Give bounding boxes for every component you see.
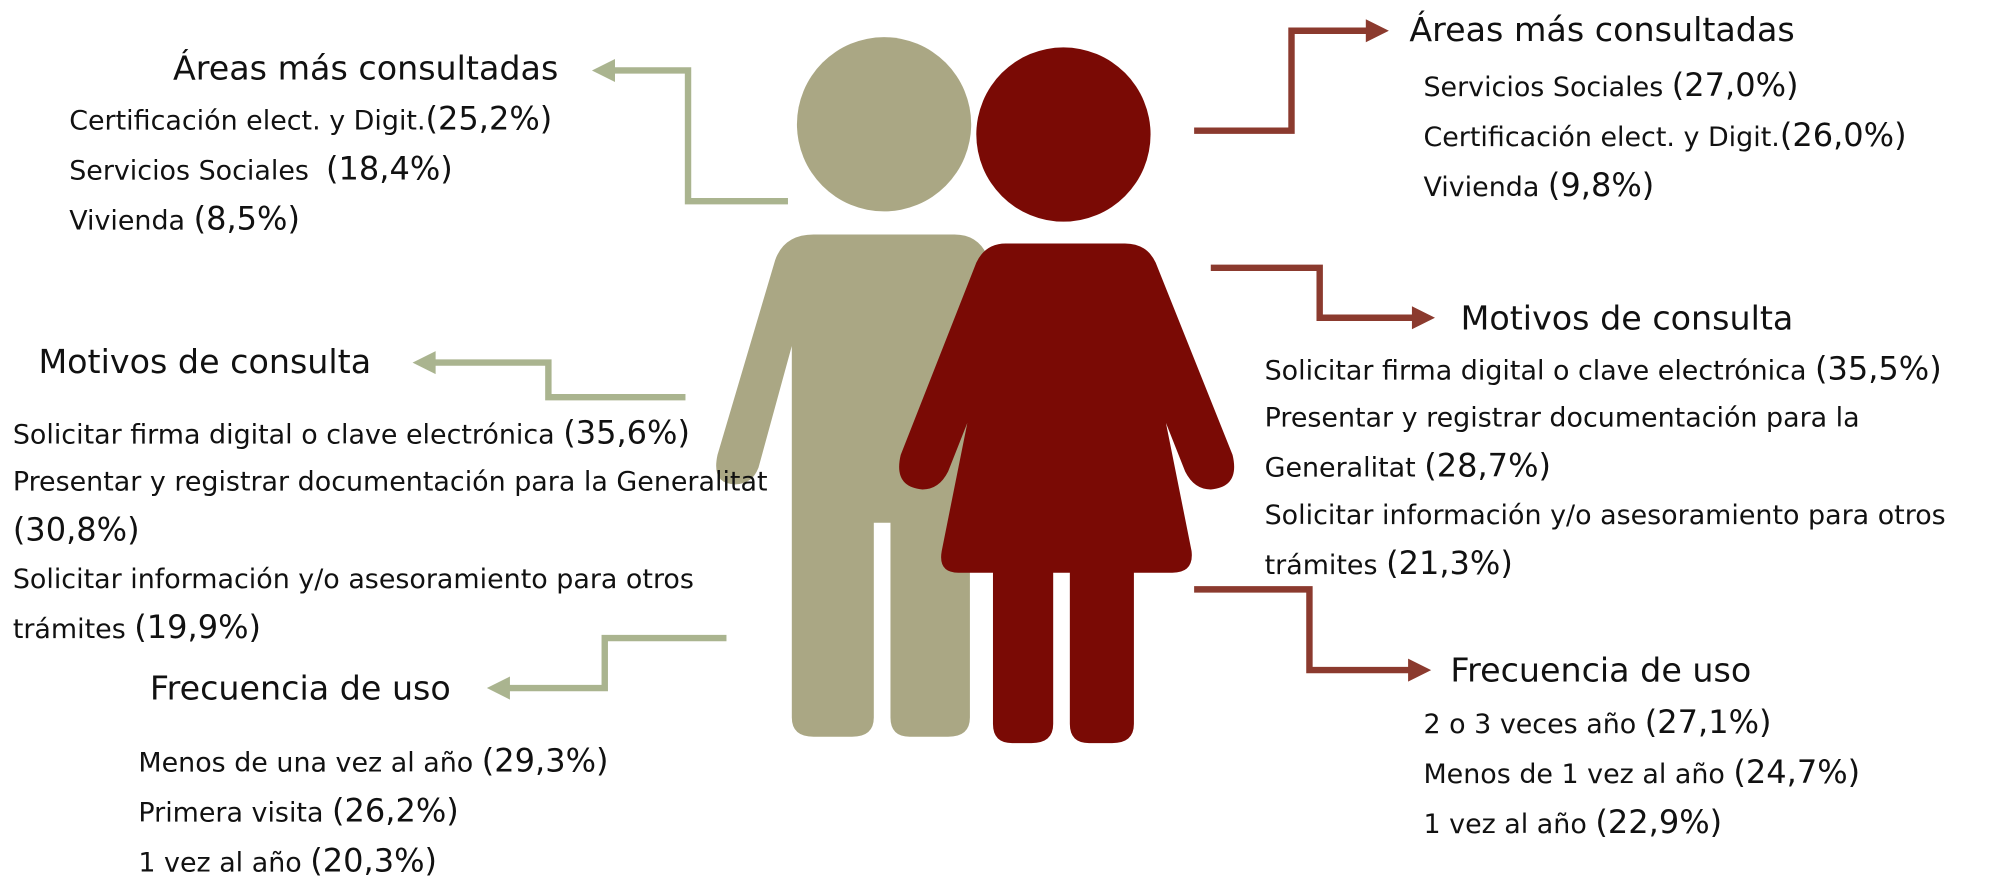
section-title: Frecuencia de uso — [1450, 652, 1752, 691]
women-connectors — [1194, 27, 1415, 674]
item-label: Certificación elect. y Digit. — [1423, 121, 1780, 153]
item-label: Vivienda — [1423, 171, 1548, 203]
item-value: (24,7%) — [1733, 753, 1861, 791]
item: Vivienda (8,5%) — [69, 195, 787, 245]
item-value: (29,3%) — [481, 741, 609, 779]
item: 1 vez al año (22,9%) — [1423, 798, 2000, 848]
item: Presentar y registrar documentación para… — [13, 459, 795, 556]
item-value: (19,9%) — [134, 608, 262, 646]
item: Servicios Sociales (27,0%) — [1423, 62, 2000, 112]
men-arrowheads — [412, 58, 615, 700]
item: 1 vez al año (20,3%) — [138, 837, 856, 882]
item-list: Menos de una vez al año (29,3%) Primera v… — [138, 737, 856, 882]
item-list: Servicios Sociales (27,0%) Certificación … — [1423, 62, 2000, 212]
item-value: (35,5%) — [1814, 349, 1942, 387]
item-label: Certificación elect. y Digit. — [69, 105, 426, 136]
woman-head — [976, 47, 1151, 222]
item-label: Vivienda — [69, 205, 194, 236]
item-label: Presentar y registrar documentación para… — [12, 466, 777, 498]
item: Servicios Sociales (18,4%) — [69, 145, 787, 195]
item-list: Certificación elect. y Digit.(25,2%) Serv… — [69, 95, 787, 245]
item-label: 2 o 3 veces año — [1423, 708, 1645, 740]
item: Presentar y registrar documentación para… — [1265, 395, 2006, 492]
item-label: 1 vez al año — [1423, 808, 1596, 840]
arrowhead — [1408, 658, 1432, 682]
item-value: (20,3%) — [310, 841, 438, 879]
item: Menos de una vez al año (29,3%) — [138, 737, 856, 787]
men-connectors — [433, 67, 788, 692]
item-label: Menos de 1 vez al año — [1423, 758, 1734, 790]
item: Menos de 1 vez al año (24,7%) — [1423, 748, 2000, 798]
item-value: (9,8%) — [1547, 166, 1655, 204]
connector — [612, 67, 788, 205]
item: Solicitar firma digital o clave electrón… — [1265, 345, 2006, 395]
women-arrowheads — [1365, 19, 1435, 682]
item-label: Solicitar información y/o asesoramiento … — [1264, 499, 1955, 581]
item-label: Servicios Sociales — [69, 155, 327, 186]
item-label: Presentar y registrar documentación para… — [1264, 402, 1869, 484]
section-title: Áreas más consultadas — [172, 49, 559, 89]
arrowhead — [1365, 19, 1389, 43]
item-label: Solicitar información y/o asesoramiento … — [12, 563, 703, 645]
connector — [1194, 27, 1369, 134]
item-label: Primera visita — [138, 796, 333, 828]
item-value: (21,3%) — [1386, 544, 1513, 582]
item-label: Menos de una vez al año — [138, 746, 482, 778]
item-value: (27,0%) — [1671, 66, 1799, 104]
item-list: Solicitar firma digital o clave electrón… — [13, 409, 795, 654]
item-value: (28,7%) — [1424, 447, 1552, 485]
connector — [433, 359, 686, 401]
item-value: (27,1%) — [1644, 703, 1772, 741]
item-value: (26,0%) — [1779, 116, 1907, 154]
connector — [1210, 264, 1415, 321]
woman-body — [899, 243, 1235, 744]
item-value: (30,8%) — [12, 511, 140, 549]
item-label: Solicitar firma digital o clave electrón… — [12, 418, 564, 450]
connector — [507, 634, 727, 692]
item-label: Solicitar firma digital o clave electrón… — [1264, 354, 1815, 386]
section-title: Motivos de consulta — [38, 343, 372, 382]
item: Certificación elect. y Digit.(26,0%) — [1423, 111, 2000, 161]
item-value: (26,2%) — [332, 791, 459, 829]
item: 2 o 3 veces año (27,1%) — [1423, 698, 2000, 748]
connector — [1194, 586, 1411, 674]
item-value: (25,2%) — [425, 99, 553, 138]
item-value: (8,5%) — [193, 199, 300, 238]
item-label: 1 vez al año — [138, 846, 311, 878]
item-value: (18,4%) — [326, 149, 453, 188]
item: Solicitar información y/o asesoramiento … — [13, 556, 795, 653]
item-label: Servicios Sociales — [1423, 71, 1672, 103]
arrowhead — [591, 58, 615, 82]
section-title: Áreas más consultadas — [1409, 11, 1795, 50]
item: Solicitar firma digital o clave electrón… — [13, 409, 795, 459]
arrowhead — [412, 351, 436, 375]
item-list: 2 o 3 veces año (27,1%) Menos de 1 vez al… — [1423, 698, 2000, 848]
arrowhead — [1411, 306, 1435, 330]
item: Primera visita (26,2%) — [138, 787, 856, 837]
item-value: (35,6%) — [563, 413, 690, 451]
section-title: Motivos de consulta — [1460, 299, 1794, 339]
item: Vivienda (9,8%) — [1423, 161, 2000, 211]
section-title: Frecuencia de uso — [149, 670, 451, 709]
item-value: (22,9%) — [1595, 803, 1723, 841]
item: Certificación elect. y Digit.(25,2%) — [69, 95, 787, 145]
item-list: Solicitar firma digital o clave electrón… — [1265, 345, 2006, 590]
item: Solicitar información y/o asesoramiento … — [1265, 492, 2006, 589]
arrowhead — [486, 676, 510, 700]
man-head — [796, 37, 972, 212]
